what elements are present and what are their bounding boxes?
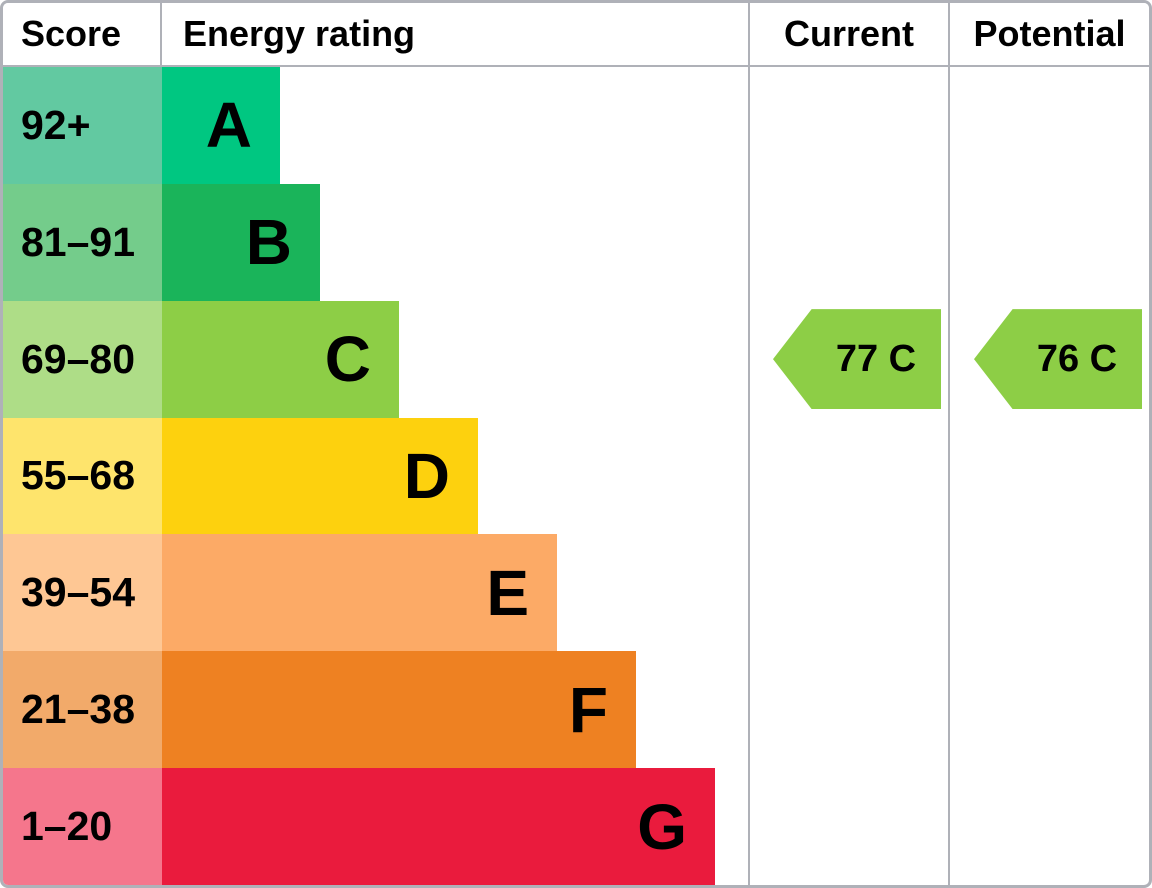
energy-band-letter: E [486,556,529,629]
energy-band-bar-D: D [162,417,478,535]
energy-band-bar-cell: F [162,651,748,769]
energy-band-bar-cell: C [162,300,748,418]
energy-band-bar-cell: D [162,417,748,535]
energy-band-bar-cell: A [162,67,748,184]
score-range-cell-C: 69–80 [3,300,162,418]
potential-rating-arrow-cell: 76 C [950,300,1149,418]
score-range-label: 55–68 [21,452,136,499]
energy-band-bar-cell: G [162,768,748,885]
score-range-label: 81–91 [21,218,136,265]
energy-rating-column-header: Energy rating [162,3,748,65]
score-range-label: 39–54 [21,569,136,616]
energy-band-letter: D [403,439,450,512]
score-range-cell-B: 81–91 [3,183,162,301]
energy-band-letter: B [245,206,292,279]
score-column-header: Score [3,3,160,65]
score-range-cell-G: 1–20 [3,768,162,885]
energy-band-bar-E: E [162,534,557,652]
energy-band-bar-C: C [162,300,399,418]
potential-column-header: Potential [950,3,1149,65]
energy-band-letter: A [205,89,252,162]
energy-band-bar-cell: E [162,534,748,652]
score-range-cell-F: 21–38 [3,651,162,769]
current-potential-divider [948,3,950,885]
current-rating-arrow: 77 C [773,309,941,410]
current-rating-arrow-cell: 77 C [750,300,948,418]
potential-rating-arrow: 76 C [974,309,1142,410]
energy-band-letter: C [324,323,371,396]
header-bottom-divider [3,65,1149,67]
score-range-label: 69–80 [21,335,136,382]
score-range-cell-D: 55–68 [3,417,162,535]
energy-band-bar-cell: B [162,183,748,301]
rating-current-divider [748,3,750,885]
energy-band-letter: F [568,673,608,746]
current-column-header: Current [750,3,948,65]
energy-band-bar-F: F [162,651,636,769]
score-range-cell-E: 39–54 [3,534,162,652]
energy-band-bar-B: B [162,183,320,301]
score-range-label: 21–38 [21,686,136,733]
energy-band-bar-A: A [162,67,280,184]
energy-band-bar-G: G [162,768,715,885]
score-range-label: 1–20 [21,803,113,850]
rating-arrow-label: 76 C [1036,337,1118,380]
score-range-label: 92+ [21,101,91,148]
rating-arrow-label: 77 C [835,337,917,380]
score-range-cell-A: 92+ [3,67,162,184]
score-rating-divider [160,3,162,65]
energy-band-letter: G [637,790,687,863]
